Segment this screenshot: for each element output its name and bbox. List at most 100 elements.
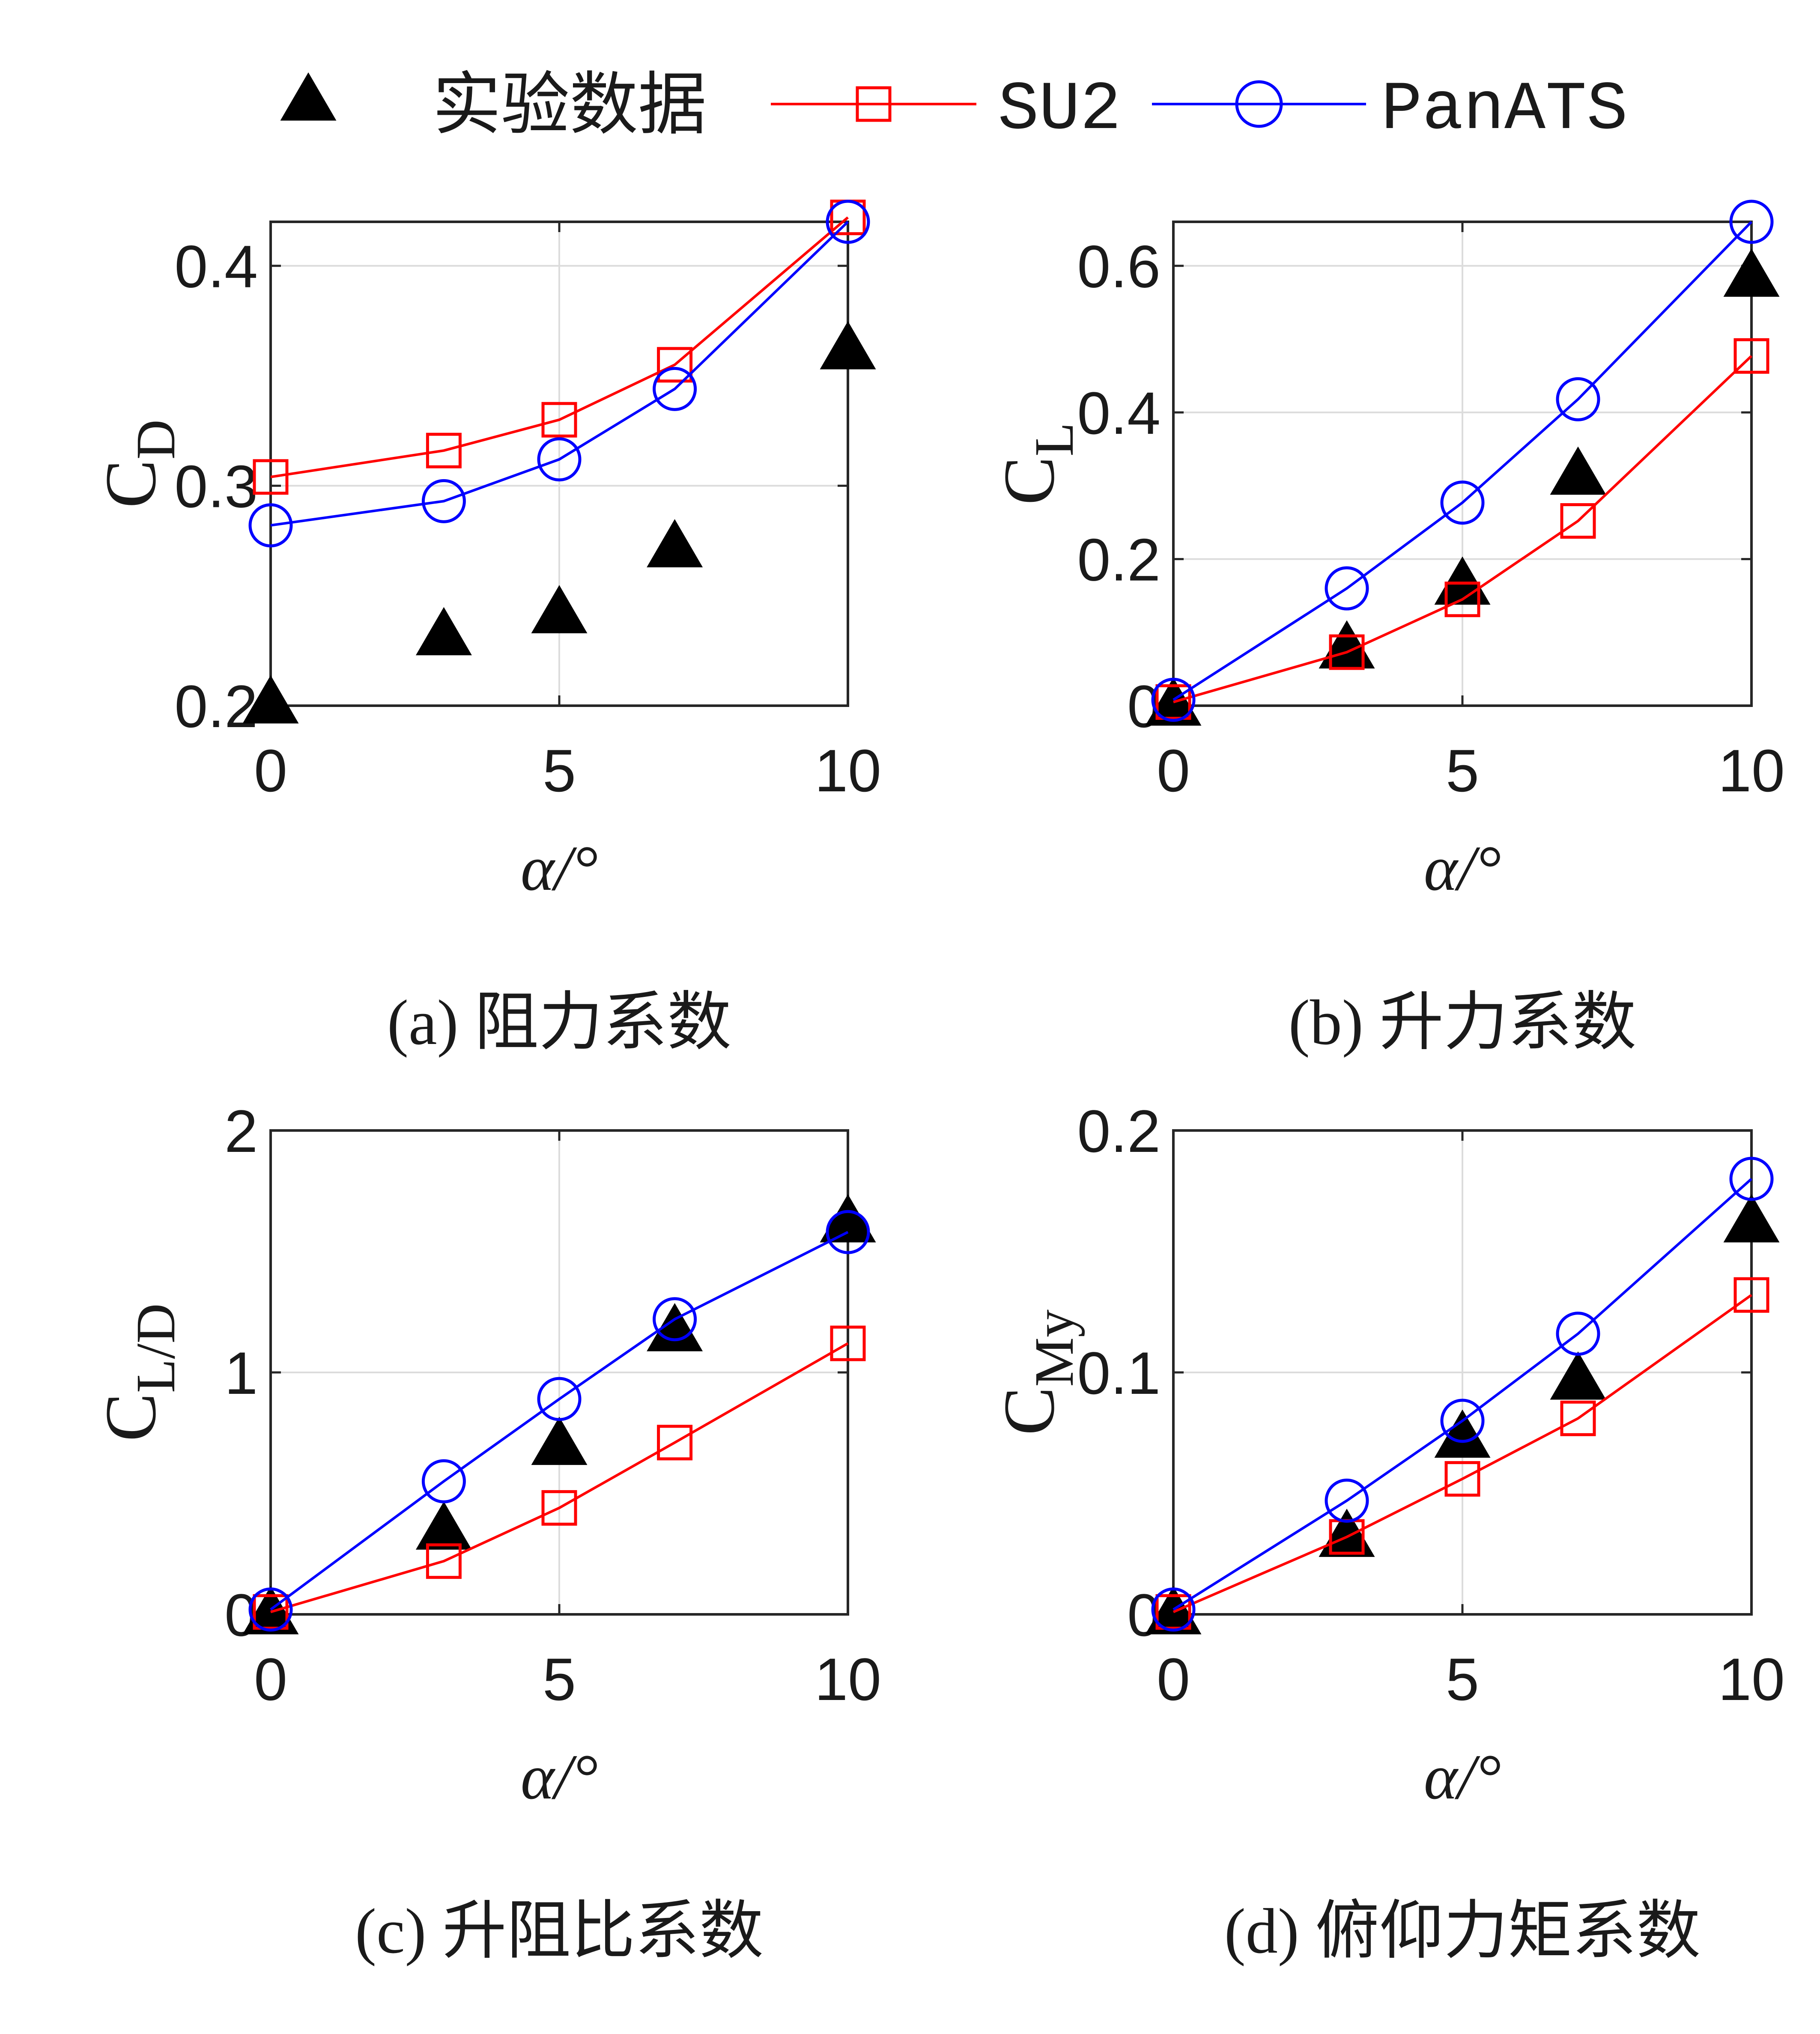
data-point-panats <box>1151 1587 1196 1632</box>
y-tick-label: 0.2 <box>1077 1098 1161 1165</box>
legend-label-panats: PanATS <box>1381 72 1628 149</box>
data-point-panats <box>1440 1399 1485 1443</box>
y-tick-label: 0 <box>1127 673 1161 740</box>
data-point-panats <box>421 1459 466 1503</box>
legend-marker-su2 <box>856 86 892 122</box>
series-su2 <box>1155 1277 1769 1630</box>
data-point-experiment <box>647 519 703 567</box>
y-tick-label: 0.3 <box>174 453 258 520</box>
data-point-su2 <box>1444 582 1480 617</box>
x-axis-label: α/° <box>521 1742 598 1813</box>
data-point-panats <box>1325 566 1369 611</box>
legend-label-experiment: 实验数据 <box>433 67 707 143</box>
data-point-su2 <box>1560 503 1596 539</box>
x-tick-label: 10 <box>1718 1646 1785 1713</box>
data-point-panats <box>1151 677 1196 722</box>
data-point-su2 <box>830 1325 866 1361</box>
y-tick-label: 0.2 <box>174 673 258 740</box>
series-line-panats <box>1173 1178 1752 1611</box>
data-point-su2 <box>657 1425 693 1461</box>
data-point-experiment <box>1723 248 1780 297</box>
data-point-su2 <box>1329 634 1365 670</box>
data-point-su2 <box>253 459 289 495</box>
data-point-panats <box>1729 200 1774 244</box>
data-point-experiment <box>531 585 588 633</box>
series-line-panats <box>1173 221 1753 701</box>
data-point-panats <box>1556 377 1600 421</box>
legend-marker-experiment <box>280 72 337 121</box>
y-axis-label-sub: My <box>1023 1309 1085 1387</box>
data-point-su2 <box>1560 1400 1596 1436</box>
y-axis-label-main: C <box>989 456 1069 505</box>
x-axis-label: α/° <box>1424 1742 1501 1813</box>
series-line-panats <box>270 1231 849 1611</box>
data-point-experiment <box>1550 446 1606 495</box>
panel-caption: (a) 阻力系数 <box>387 987 731 1058</box>
y-axis-label-main: C <box>989 1387 1069 1435</box>
data-point-panats <box>248 503 293 548</box>
y-axis-label: CD <box>90 419 187 508</box>
data-point-su2 <box>1444 1461 1480 1497</box>
y-axis-label: CMy <box>989 1309 1085 1435</box>
data-point-su2 <box>541 402 577 438</box>
data-point-experiment <box>820 1194 876 1243</box>
data-point-experiment <box>415 607 472 656</box>
x-tick-label: 10 <box>815 1646 881 1713</box>
y-axis-label-sub: D <box>125 419 187 459</box>
legend-marker-panats <box>1235 80 1283 128</box>
x-tick-label: 10 <box>815 737 881 804</box>
x-tick-label: 5 <box>1446 1646 1479 1713</box>
series-panats <box>248 200 870 548</box>
data-point-panats <box>1556 1312 1600 1356</box>
data-point-panats <box>653 1297 697 1342</box>
x-axis-label: α/° <box>1424 833 1501 904</box>
data-point-experiment <box>531 1417 588 1465</box>
y-axis-label-main: C <box>90 1393 171 1441</box>
x-tick-label: 0 <box>254 1646 287 1713</box>
panel-caption: (c) 升阻比系数 <box>355 1896 764 1967</box>
data-point-experiment <box>1434 556 1491 605</box>
data-point-experiment <box>1319 1509 1375 1557</box>
data-point-su2 <box>1155 684 1191 720</box>
series-line-su2 <box>1173 1294 1752 1613</box>
y-axis-label: CL/D <box>90 1303 187 1442</box>
x-tick-label: 10 <box>1718 737 1785 804</box>
data-point-su2 <box>1733 338 1769 374</box>
data-point-experiment <box>242 675 299 724</box>
data-point-su2 <box>426 1543 462 1579</box>
series-line-su2 <box>270 1342 849 1613</box>
y-tick-label: 2 <box>224 1098 258 1165</box>
y-tick-label: 0 <box>1127 1581 1161 1649</box>
x-tick-label: 5 <box>543 737 576 804</box>
legend-label-su2: SU2 <box>998 72 1121 149</box>
y-tick-label: 0.6 <box>1077 233 1161 300</box>
y-tick-label: 0.2 <box>1077 526 1161 593</box>
series-panats <box>1151 1157 1774 1632</box>
y-axis-label-main: C <box>90 459 171 508</box>
series-line-su2 <box>270 216 849 478</box>
data-point-panats <box>248 1587 293 1632</box>
series-su2 <box>253 1325 866 1630</box>
y-tick-label: 0.4 <box>174 233 258 300</box>
data-point-su2 <box>657 347 693 383</box>
data-point-su2 <box>1733 1277 1769 1313</box>
data-point-su2 <box>426 432 462 468</box>
data-point-panats <box>1440 480 1485 525</box>
series-experiment <box>1145 1194 1780 1634</box>
y-tick-label: 1 <box>224 1339 258 1407</box>
series-experiment <box>242 321 876 724</box>
chart-panel-c: 0 5 10 0 1 2 CL/D α/° (c) 升阻比系数 <box>90 1098 881 1967</box>
data-point-su2 <box>253 1594 289 1630</box>
panel-caption: (d) 俯仰力矩系数 <box>1224 1896 1701 1967</box>
data-point-experiment <box>1434 1409 1491 1458</box>
data-point-experiment <box>1723 1194 1780 1243</box>
series-line-su2 <box>1173 355 1753 704</box>
data-point-panats <box>1325 1478 1369 1523</box>
y-axis-label: CL <box>989 423 1085 505</box>
x-tick-label: 0 <box>1157 1646 1190 1713</box>
panel-caption: (b) 升力系数 <box>1289 987 1636 1058</box>
